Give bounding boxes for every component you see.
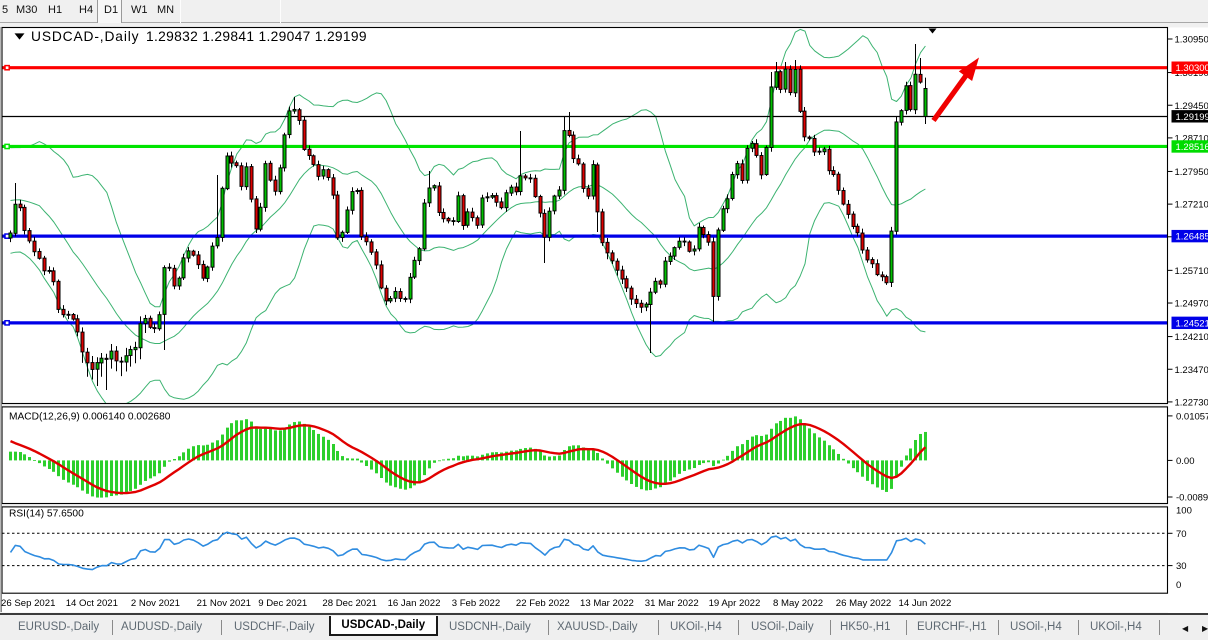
svg-text:1.28516: 1.28516 [1176,142,1208,153]
svg-text:26 May 2022: 26 May 2022 [836,598,891,609]
svg-text:22 Feb 2022: 22 Feb 2022 [516,598,570,609]
svg-text:1.29199: 1.29199 [1176,112,1208,123]
svg-text:1.25710: 1.25710 [1175,266,1208,277]
svg-text:21 Nov 2021: 21 Nov 2021 [197,598,251,609]
svg-text:1.30300: 1.30300 [1176,63,1208,74]
svg-text:0.00: 0.00 [1176,456,1195,467]
svg-text:14 Oct 2021: 14 Oct 2021 [66,598,118,609]
svg-text:30: 30 [1176,561,1187,572]
svg-text:13 Mar 2022: 13 Mar 2022 [580,598,634,609]
svg-text:1.27210: 1.27210 [1175,200,1208,211]
svg-text:1.28710: 1.28710 [1175,134,1208,145]
svg-text:70: 70 [1176,529,1187,540]
svg-text:1.27950: 1.27950 [1175,167,1208,178]
svg-text:19 Apr 2022: 19 Apr 2022 [709,598,761,609]
svg-text:1.22730: 1.22730 [1175,398,1208,409]
svg-text:100: 100 [1176,506,1192,517]
svg-text:28 Dec 2021: 28 Dec 2021 [322,598,376,609]
svg-text:0: 0 [1176,580,1181,591]
svg-text:1.30950: 1.30950 [1175,35,1208,46]
svg-text:1.24521: 1.24521 [1176,318,1208,329]
svg-text:8 May 2022: 8 May 2022 [773,598,823,609]
svg-text:26 Sep 2021: 26 Sep 2021 [1,598,55,609]
svg-text:1.24210: 1.24210 [1175,332,1208,343]
svg-text:RSI(14) 57.6500: RSI(14) 57.6500 [9,509,84,520]
svg-text:1.29832 1.29841 1.29047 1.2919: 1.29832 1.29841 1.29047 1.29199 [146,29,367,44]
svg-text:MACD(12,26,9) 0.006140 0.00268: MACD(12,26,9) 0.006140 0.002680 [9,412,171,423]
svg-text:1.26485: 1.26485 [1176,232,1208,243]
svg-text:1.29450: 1.29450 [1175,101,1208,112]
svg-text:14 Jun 2022: 14 Jun 2022 [899,598,952,609]
svg-text:16 Jan 2022: 16 Jan 2022 [388,598,441,609]
svg-text:31 Mar 2022: 31 Mar 2022 [645,598,699,609]
svg-text:USDCAD-,Daily: USDCAD-,Daily [31,29,139,44]
svg-text:3 Feb 2022: 3 Feb 2022 [452,598,501,609]
svg-text:9 Dec 2021: 9 Dec 2021 [258,598,307,609]
svg-text:2 Nov 2021: 2 Nov 2021 [131,598,180,609]
svg-text:1.23470: 1.23470 [1175,365,1208,376]
svg-text:-0.00896: -0.00896 [1176,492,1208,503]
svg-text:1.24970: 1.24970 [1175,299,1208,310]
svg-text:0.010578: 0.010578 [1176,411,1208,422]
